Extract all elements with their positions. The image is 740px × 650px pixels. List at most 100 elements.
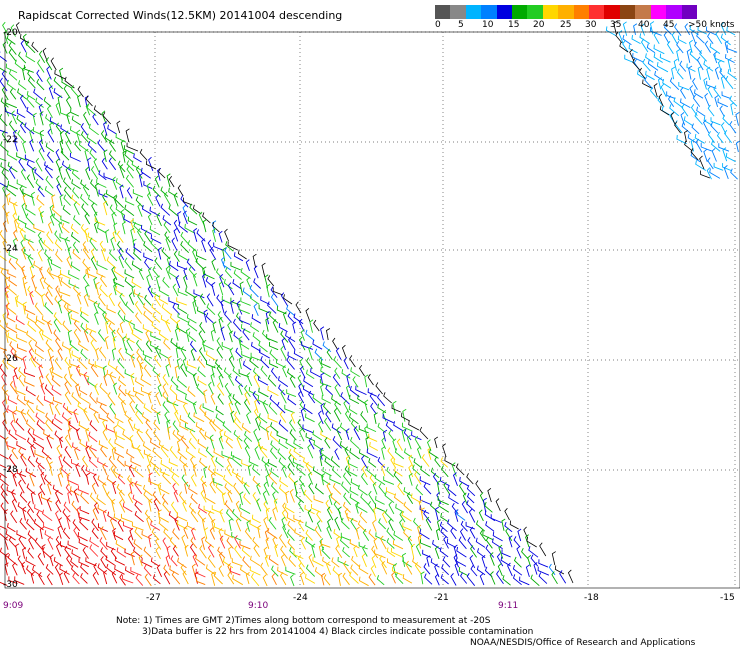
wind-barb xyxy=(705,26,717,36)
wind-barb xyxy=(326,506,334,521)
wind-barb xyxy=(77,532,88,542)
wind-barb xyxy=(100,526,107,541)
wind-barb xyxy=(402,557,412,568)
wind-barb xyxy=(252,492,260,505)
wind-barb xyxy=(74,140,82,152)
wind-barb xyxy=(171,473,180,486)
wind-barb xyxy=(455,557,467,567)
wind-barb xyxy=(73,527,81,541)
wind-barb xyxy=(263,516,269,530)
wind-barb xyxy=(178,250,189,261)
wind-barb xyxy=(207,510,215,523)
wind-barb xyxy=(163,528,172,540)
wind-barb xyxy=(415,543,422,557)
wind-barb xyxy=(254,446,260,460)
wind-barb xyxy=(192,372,198,387)
wind-barb xyxy=(205,312,214,324)
wind-barb xyxy=(21,66,27,81)
wind-barb xyxy=(402,522,412,531)
wind-barb xyxy=(399,511,406,523)
wind-barb xyxy=(135,574,144,586)
wind-barb xyxy=(307,444,314,459)
wind-barb xyxy=(30,491,35,505)
wind-barb xyxy=(95,281,100,296)
wind-barb xyxy=(71,549,81,559)
wind-barb xyxy=(367,373,374,386)
wind-barb xyxy=(719,105,725,117)
wind-barb xyxy=(2,419,9,432)
wind-barb xyxy=(302,385,314,396)
wind-barb xyxy=(414,471,422,485)
wind-barb xyxy=(161,493,169,505)
wind-barb xyxy=(43,395,55,405)
wind-speed-color-scale xyxy=(435,5,697,19)
wind-barb xyxy=(86,266,91,279)
wind-barb xyxy=(78,340,89,351)
wind-barb xyxy=(67,540,79,550)
wind-barb xyxy=(106,369,117,379)
wind-barb xyxy=(164,411,170,424)
wind-barb xyxy=(143,310,153,323)
wind-barb xyxy=(160,203,171,216)
wind-barb xyxy=(231,558,243,567)
wind-barb xyxy=(657,77,663,90)
wind-barb xyxy=(116,421,126,431)
wind-barb xyxy=(456,546,467,558)
wind-barb xyxy=(662,78,672,89)
wind-barb xyxy=(180,435,190,449)
wind-barb xyxy=(176,385,188,396)
wind-barb xyxy=(242,360,252,371)
wind-barb xyxy=(32,112,37,126)
wind-barb xyxy=(34,168,44,181)
wind-barb xyxy=(228,373,235,386)
wind-barb xyxy=(0,435,7,441)
wind-barb xyxy=(153,464,161,477)
wind-barb xyxy=(88,123,99,136)
wind-barb xyxy=(25,52,36,63)
wind-barb xyxy=(76,427,81,441)
wind-barb xyxy=(0,230,8,244)
wind-barb xyxy=(117,357,125,369)
wind-barb xyxy=(82,246,91,260)
wind-barb xyxy=(8,69,18,81)
wind-barb xyxy=(150,557,160,567)
wind-barb xyxy=(326,561,332,575)
wind-barb xyxy=(118,254,124,269)
wind-barb xyxy=(10,347,18,361)
wind-barb xyxy=(165,363,170,378)
wind-barb xyxy=(337,506,343,521)
wind-barb xyxy=(44,161,54,171)
wind-barb xyxy=(43,239,53,252)
wind-barb xyxy=(53,556,63,567)
wind-barb xyxy=(674,121,681,134)
wind-barb xyxy=(0,113,8,127)
wind-barb xyxy=(61,78,73,89)
wind-barb xyxy=(70,314,80,323)
wind-barb xyxy=(513,536,521,548)
wind-barb xyxy=(60,108,70,117)
wind-barb xyxy=(135,196,144,208)
wind-barb xyxy=(250,322,260,332)
wind-barb xyxy=(320,572,326,586)
wind-barb xyxy=(213,522,224,532)
wind-barb xyxy=(366,448,378,459)
wind-barb xyxy=(29,264,34,279)
wind-barb xyxy=(221,295,233,305)
wind-barb xyxy=(460,572,468,584)
wind-barb xyxy=(338,572,343,586)
wind-barb xyxy=(93,105,102,116)
wind-barb xyxy=(316,510,323,523)
wind-barb xyxy=(377,422,386,434)
wind-barb xyxy=(201,238,207,253)
wind-barb xyxy=(618,30,624,44)
wind-barb xyxy=(94,217,106,226)
wind-barb xyxy=(258,413,268,424)
wind-barb xyxy=(264,462,270,476)
wind-barb xyxy=(333,356,342,369)
wind-barb xyxy=(215,405,224,416)
wind-barb xyxy=(34,449,45,459)
wind-barb xyxy=(136,355,144,370)
wind-barb xyxy=(714,95,719,108)
wind-barb xyxy=(314,348,324,361)
wind-barb xyxy=(39,211,44,224)
